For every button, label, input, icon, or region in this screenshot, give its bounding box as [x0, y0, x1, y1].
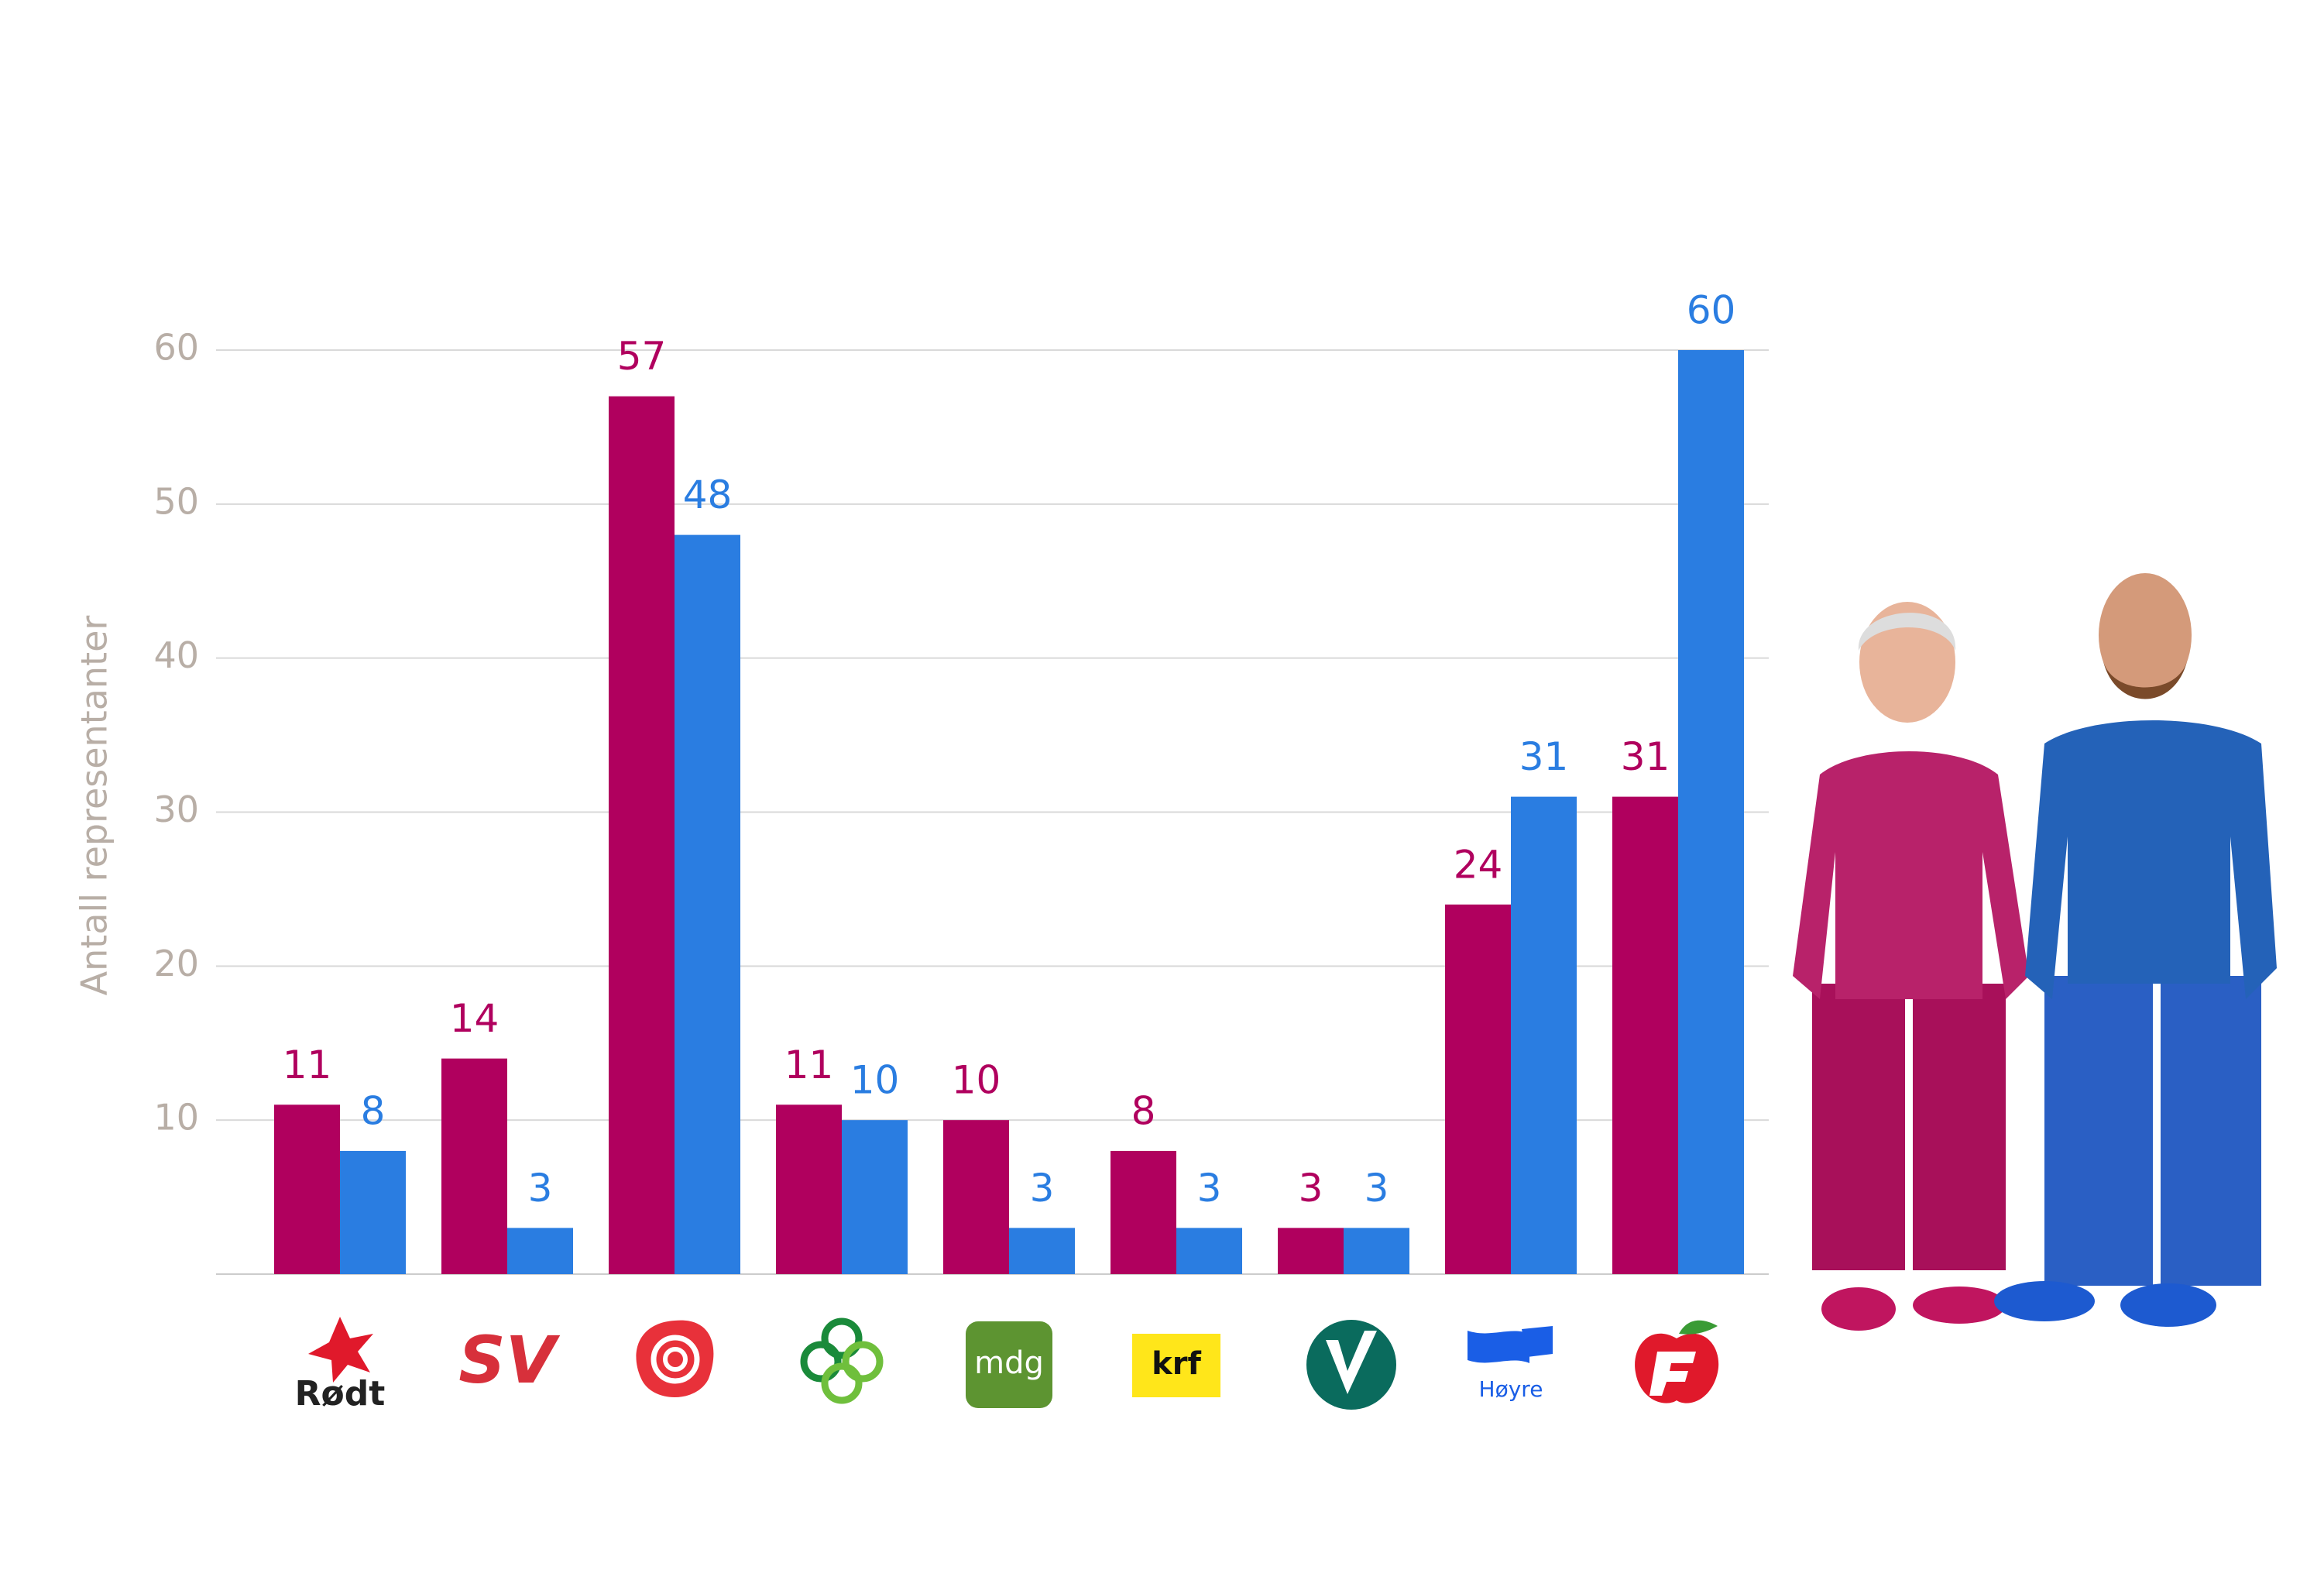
y-tick-label: 20: [153, 943, 199, 984]
bar: [1009, 1228, 1075, 1274]
bar: [340, 1150, 406, 1274]
logo-hoyre: Høyre: [1468, 1326, 1553, 1402]
y-axis-label: Antall representanter: [74, 616, 115, 996]
value-label: 8: [361, 1088, 386, 1133]
y-tick-label: 40: [153, 634, 199, 676]
bar: [943, 1120, 1009, 1274]
y-tick-label: 30: [153, 788, 199, 830]
bar: [1511, 796, 1577, 1274]
bar: [1445, 904, 1511, 1274]
value-label: 3: [528, 1166, 553, 1211]
bar: [274, 1104, 340, 1274]
bar: [609, 396, 675, 1274]
value-label: 10: [952, 1058, 1001, 1103]
value-label: 48: [683, 472, 733, 517]
bar: [1278, 1228, 1344, 1274]
logo-rodt: Rødt: [295, 1317, 386, 1414]
category-label: mdg: [974, 1345, 1044, 1381]
logo-sv: SV: [458, 1322, 560, 1398]
bar: [1344, 1228, 1409, 1274]
bar: [507, 1228, 573, 1274]
logo-ap: [636, 1320, 714, 1397]
value-label: 10: [850, 1058, 900, 1103]
logo-mdg: mdg: [966, 1321, 1052, 1408]
value-label: 60: [1687, 288, 1736, 333]
category-label: Rødt: [295, 1374, 386, 1414]
value-label: 31: [1621, 734, 1670, 779]
bar: [1176, 1228, 1242, 1274]
bar: [842, 1120, 908, 1274]
bar: [1111, 1150, 1176, 1274]
value-label: 8: [1131, 1088, 1156, 1133]
logo-sp: [800, 1317, 884, 1404]
value-label: 3: [1299, 1166, 1323, 1211]
value-label: 31: [1519, 734, 1569, 779]
person-woman: [1793, 602, 2029, 1331]
person-man: [1994, 573, 2277, 1327]
bar: [1678, 350, 1744, 1274]
bar: [441, 1058, 507, 1274]
bar: [776, 1104, 842, 1274]
bar: [675, 534, 740, 1274]
y-tick-label: 60: [153, 327, 199, 369]
logo-krf: krf: [1132, 1334, 1220, 1397]
value-label: 11: [784, 1043, 834, 1087]
value-label: 3: [1365, 1166, 1389, 1211]
y-tick-label: 10: [153, 1097, 199, 1139]
y-tick-label: 50: [153, 480, 199, 522]
value-label: 14: [450, 996, 499, 1041]
category-label: krf: [1152, 1346, 1201, 1382]
value-label: 3: [1030, 1166, 1055, 1211]
logo-frp: [1635, 1320, 1719, 1403]
value-label: 57: [617, 334, 667, 379]
category-label: SV: [458, 1322, 560, 1398]
category-label: Høyre: [1479, 1376, 1543, 1402]
bar: [1612, 796, 1678, 1274]
logo-venstre: [1306, 1320, 1396, 1410]
value-label: 3: [1197, 1166, 1222, 1211]
value-label: 11: [283, 1043, 332, 1087]
value-label: 24: [1454, 842, 1503, 887]
